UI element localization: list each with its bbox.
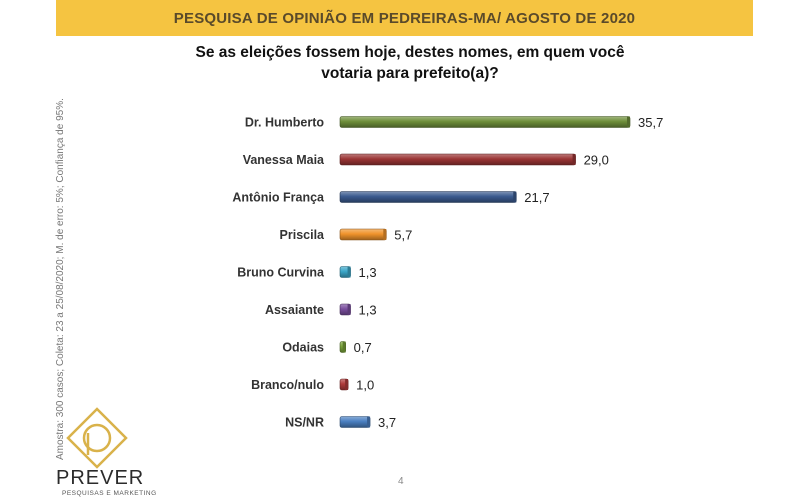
logo-tagline: PESQUISAS E MARKETING (62, 490, 157, 497)
category-label: Dr. Humberto (245, 116, 325, 130)
bar-end-cap (383, 229, 387, 240)
category-label: Priscila (280, 228, 326, 242)
bar-end-cap (347, 304, 351, 315)
category-label: NS/NR (285, 416, 324, 430)
header-title: PESQUISA DE OPINIÃO EM PEDREIRAS-MA/ AGO… (173, 9, 636, 27)
value-label: 0,7 (354, 340, 372, 355)
bar-end-cap (627, 116, 630, 128)
value-label: 1,3 (359, 303, 377, 318)
prever-logo-icon (66, 407, 128, 469)
chart-question: Se as eleições fossem hoje, destes nomes… (195, 44, 625, 82)
logo-wordmark: PREVER (56, 467, 145, 489)
value-label: 5,7 (394, 228, 412, 243)
category-label: Assaiante (265, 303, 324, 317)
value-label: 29,0 (584, 153, 609, 168)
bar (339, 153, 576, 166)
bar-end-cap (367, 416, 371, 428)
category-label: Odaias (282, 341, 324, 355)
header-band: PESQUISA DE OPINIÃO EM PEDREIRAS-MA/ AGO… (56, 0, 753, 36)
bar-end-cap (342, 341, 346, 353)
bar (339, 228, 387, 241)
bar (339, 116, 631, 128)
bar-end-cap (572, 154, 576, 165)
category-label: Branco/nulo (251, 378, 324, 392)
page-number: 4 (398, 476, 404, 487)
bar-end-cap (347, 266, 351, 278)
value-label: 1,0 (356, 378, 374, 393)
value-label: 1,3 (359, 265, 377, 280)
value-label: 21,7 (524, 190, 549, 205)
value-label: 3,7 (378, 415, 396, 430)
category-label: Antônio França (232, 191, 325, 205)
value-label: 35,7 (638, 115, 663, 130)
bar (339, 416, 371, 428)
bar-end-cap (513, 191, 517, 203)
category-label: Vanessa Maia (243, 153, 325, 167)
bar (339, 191, 517, 203)
category-label: Bruno Curvina (237, 266, 325, 280)
bar-end-cap (345, 379, 349, 390)
